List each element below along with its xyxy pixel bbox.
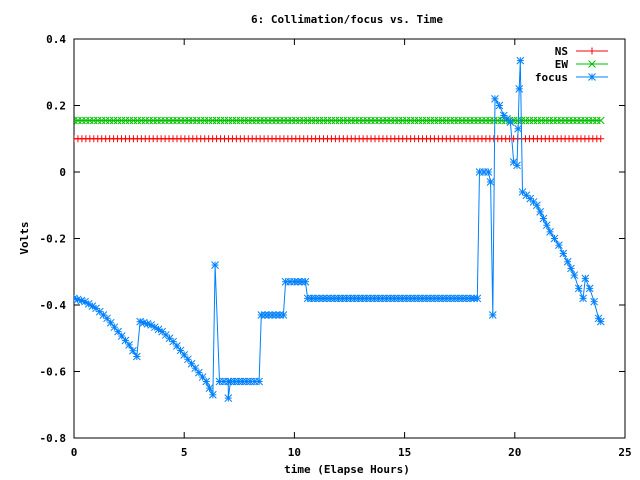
data-point bbox=[307, 294, 316, 303]
data-point bbox=[513, 161, 521, 170]
plot-frame bbox=[73, 38, 626, 439]
x-axis-label: time (Elapse Hours) bbox=[284, 463, 410, 476]
x-tick-label: 25 bbox=[618, 446, 631, 459]
data-point bbox=[191, 364, 200, 373]
data-point bbox=[110, 323, 119, 332]
y-tick-label: 0.4 bbox=[46, 33, 66, 46]
data-point bbox=[581, 274, 590, 283]
data-point bbox=[208, 390, 217, 399]
chart-title: 6: Collimation/focus vs. Time bbox=[251, 13, 443, 26]
data-point bbox=[319, 294, 327, 303]
data-point bbox=[268, 311, 277, 319]
data-point bbox=[205, 384, 214, 392]
data-point bbox=[532, 201, 541, 210]
y-tick-label: -0.2 bbox=[40, 233, 67, 246]
data-point bbox=[574, 284, 583, 293]
data-point bbox=[176, 346, 185, 355]
data-point bbox=[121, 336, 130, 345]
data-point bbox=[147, 321, 155, 329]
data-point bbox=[187, 359, 196, 368]
data-point bbox=[542, 221, 551, 230]
x-axis: 0 5 10 15 20 25 bbox=[71, 39, 632, 459]
data-point bbox=[559, 249, 568, 258]
data-point bbox=[303, 294, 312, 303]
data-point bbox=[495, 101, 504, 110]
data-point bbox=[184, 355, 192, 364]
data-point bbox=[514, 124, 522, 133]
legend-marker bbox=[588, 47, 596, 55]
data-point bbox=[114, 327, 122, 336]
data-point bbox=[516, 56, 525, 65]
data-point bbox=[169, 337, 178, 346]
data-point bbox=[202, 377, 211, 386]
data-point bbox=[103, 314, 111, 323]
series-line-focus bbox=[74, 60, 602, 399]
data-point bbox=[570, 271, 579, 279]
y-tick-label: 0.2 bbox=[46, 100, 66, 113]
data-point bbox=[506, 118, 515, 126]
data-point bbox=[272, 311, 280, 319]
data-point bbox=[491, 94, 499, 103]
data-point bbox=[330, 294, 339, 303]
y-axis-label: Volts bbox=[18, 221, 31, 254]
data-point bbox=[129, 346, 137, 355]
legend-label-ew: EW bbox=[555, 58, 569, 71]
x-tick-label: 5 bbox=[181, 446, 188, 459]
y-tick-label: 0 bbox=[59, 166, 66, 179]
data-point bbox=[563, 257, 572, 266]
data-point bbox=[301, 277, 310, 286]
data-point bbox=[255, 377, 263, 386]
data-point bbox=[596, 116, 605, 125]
data-point bbox=[585, 284, 594, 293]
legend-marker bbox=[588, 73, 596, 81]
x-tick-label: 15 bbox=[398, 446, 411, 459]
data-point bbox=[117, 332, 126, 340]
data-point bbox=[488, 311, 497, 319]
data-point bbox=[294, 277, 302, 286]
x-tick-label: 20 bbox=[508, 446, 521, 459]
data-point bbox=[275, 311, 284, 319]
data-point bbox=[536, 208, 544, 216]
data-point bbox=[579, 294, 587, 303]
data-point bbox=[125, 341, 133, 349]
data-point bbox=[567, 264, 575, 273]
data-point bbox=[311, 294, 320, 303]
data-point bbox=[195, 368, 203, 377]
data-point bbox=[132, 352, 141, 361]
series-layer bbox=[74, 56, 605, 402]
data-point bbox=[261, 311, 269, 319]
data-point bbox=[597, 135, 605, 143]
data-point bbox=[198, 373, 207, 381]
legend-marker bbox=[588, 60, 596, 68]
y-axis: -0.8 -0.6 -0.4 -0.2 0 0.2 0.4 bbox=[40, 33, 625, 445]
data-point bbox=[484, 168, 493, 176]
data-point bbox=[590, 297, 598, 306]
series-ew bbox=[74, 116, 605, 125]
data-point bbox=[211, 261, 219, 269]
data-point bbox=[555, 241, 563, 250]
data-point bbox=[486, 178, 495, 186]
data-point bbox=[180, 351, 189, 359]
data-point bbox=[172, 342, 181, 350]
x-tick-label: 10 bbox=[288, 446, 301, 459]
legend-label-focus: focus bbox=[535, 71, 568, 84]
data-point bbox=[539, 214, 548, 223]
legend-label-ns: NS bbox=[555, 45, 568, 58]
y-tick-label: -0.6 bbox=[40, 366, 67, 379]
y-tick-label: -0.8 bbox=[40, 432, 67, 445]
series-ns bbox=[74, 135, 605, 143]
data-point bbox=[106, 318, 115, 327]
data-point bbox=[546, 227, 554, 236]
data-point bbox=[515, 85, 524, 93]
data-point bbox=[279, 311, 288, 319]
data-point bbox=[473, 294, 482, 303]
data-point bbox=[550, 234, 559, 243]
y-tick-label: -0.4 bbox=[40, 299, 67, 312]
series-focus bbox=[74, 56, 605, 402]
data-point bbox=[596, 317, 605, 326]
x-tick-label: 0 bbox=[71, 446, 78, 459]
data-point bbox=[224, 394, 233, 402]
